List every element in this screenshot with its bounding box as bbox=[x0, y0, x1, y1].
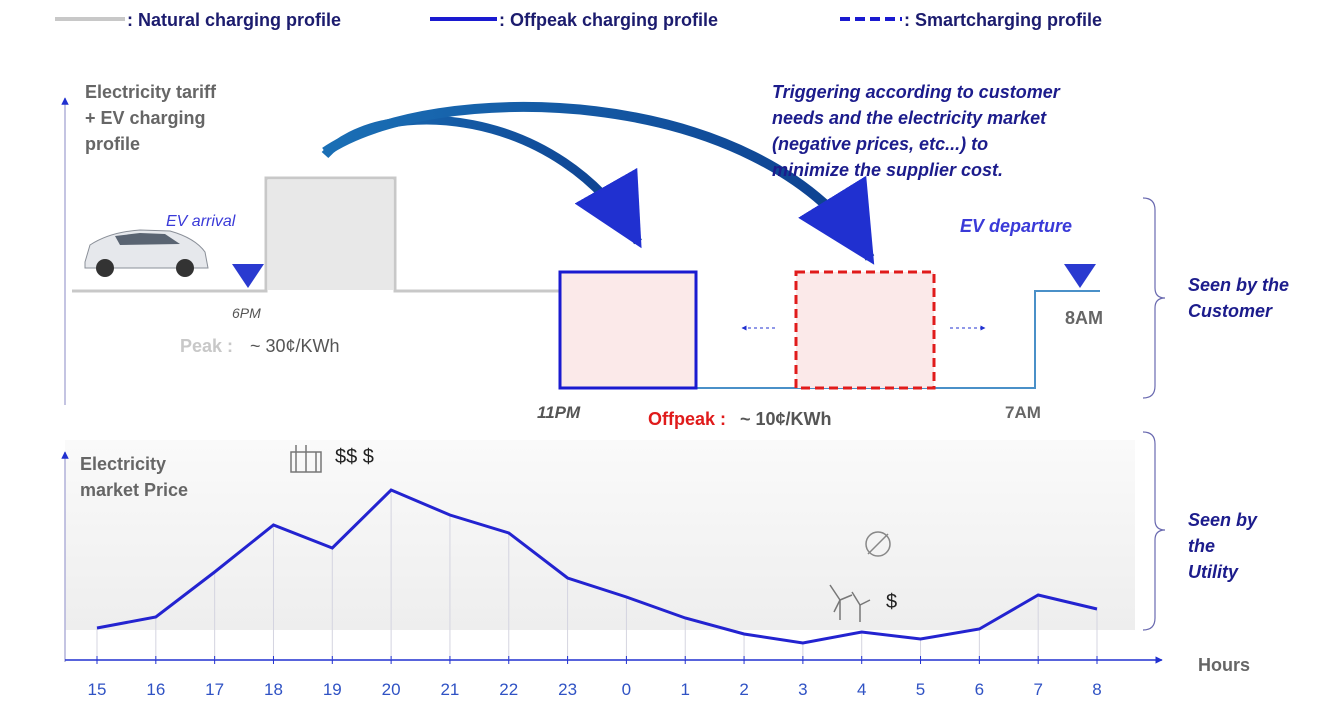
arrival-marker bbox=[232, 264, 264, 288]
cost-symbol: $$ $ bbox=[335, 446, 374, 468]
customer-note: Seen by the bbox=[1188, 275, 1289, 295]
legend-label: : Smartcharging profile bbox=[904, 10, 1102, 30]
legend-label: : Offpeak charging profile bbox=[499, 10, 718, 30]
x-tick-label: 4 bbox=[857, 680, 866, 699]
departure-time: 8AM bbox=[1065, 308, 1103, 328]
axis-label: + EV charging bbox=[85, 108, 206, 128]
axis-label: Electricity bbox=[80, 454, 166, 474]
departure-marker bbox=[1064, 264, 1096, 288]
customer-note: Customer bbox=[1188, 301, 1273, 321]
peak-value: ~ 30¢/KWh bbox=[250, 336, 340, 356]
x-tick-label: 1 bbox=[681, 680, 690, 699]
utility-note: the bbox=[1188, 536, 1215, 556]
bracket bbox=[1143, 432, 1165, 630]
offpeak-label: Offpeak : bbox=[648, 409, 726, 429]
annotation: minimize the supplier cost. bbox=[772, 160, 1003, 180]
x-tick-label: 2 bbox=[739, 680, 748, 699]
x-tick-label: 16 bbox=[146, 680, 165, 699]
annotation: needs and the electricity market bbox=[772, 108, 1047, 128]
arrival-time: 6PM bbox=[232, 305, 261, 321]
utility-note: Utility bbox=[1188, 562, 1239, 582]
x-tick-label: 19 bbox=[323, 680, 342, 699]
shift-curve bbox=[325, 107, 870, 258]
ev-departure: EV departure bbox=[960, 216, 1072, 236]
smart-block bbox=[796, 272, 934, 388]
axis-label: profile bbox=[85, 134, 140, 154]
diagram: : Natural charging profile : Offpeak cha… bbox=[0, 0, 1319, 705]
offpeak-end: 7AM bbox=[1005, 403, 1041, 422]
x-tick-label: 22 bbox=[499, 680, 518, 699]
cost-symbol: $ bbox=[886, 591, 897, 613]
natural-block bbox=[268, 180, 393, 290]
x-tick-label: 21 bbox=[440, 680, 459, 699]
offpeak-start: 11PM bbox=[537, 403, 581, 422]
x-tick-label: 5 bbox=[916, 680, 925, 699]
offpeak-block bbox=[560, 272, 696, 388]
utility-note: Seen by bbox=[1188, 510, 1258, 530]
page: EV charging profiles { "legend": [ {"lab… bbox=[0, 0, 1319, 705]
axis-label: market Price bbox=[80, 480, 188, 500]
axis-label: Electricity tariff bbox=[85, 82, 217, 102]
peak-label: Peak : bbox=[180, 336, 233, 356]
ev-arrival: EV arrival bbox=[166, 213, 236, 230]
x-tick-label: 8 bbox=[1092, 680, 1101, 699]
x-tick-label: 15 bbox=[88, 680, 107, 699]
car-icon bbox=[85, 230, 208, 277]
x-tick-label: 18 bbox=[264, 680, 283, 699]
legend-label: : Natural charging profile bbox=[127, 10, 341, 30]
annotation: Triggering according to customer bbox=[772, 82, 1061, 102]
panel-background bbox=[65, 440, 1135, 630]
x-tick-label: 17 bbox=[205, 680, 224, 699]
x-tick-label: 3 bbox=[798, 680, 807, 699]
bracket bbox=[1143, 198, 1165, 398]
body: : Natural charging profile : Offpeak cha… bbox=[0, 0, 1319, 705]
x-tick-label: 7 bbox=[1033, 680, 1042, 699]
offpeak-value: ~ 10¢/KWh bbox=[740, 409, 832, 429]
x-axis-label: Hours bbox=[1198, 655, 1250, 675]
annotation: (negative prices, etc...) to bbox=[772, 134, 988, 154]
x-tick-label: 0 bbox=[622, 680, 631, 699]
x-tick-label: 20 bbox=[382, 680, 401, 699]
x-tick-label: 6 bbox=[975, 680, 984, 699]
x-tick-label: 23 bbox=[558, 680, 577, 699]
